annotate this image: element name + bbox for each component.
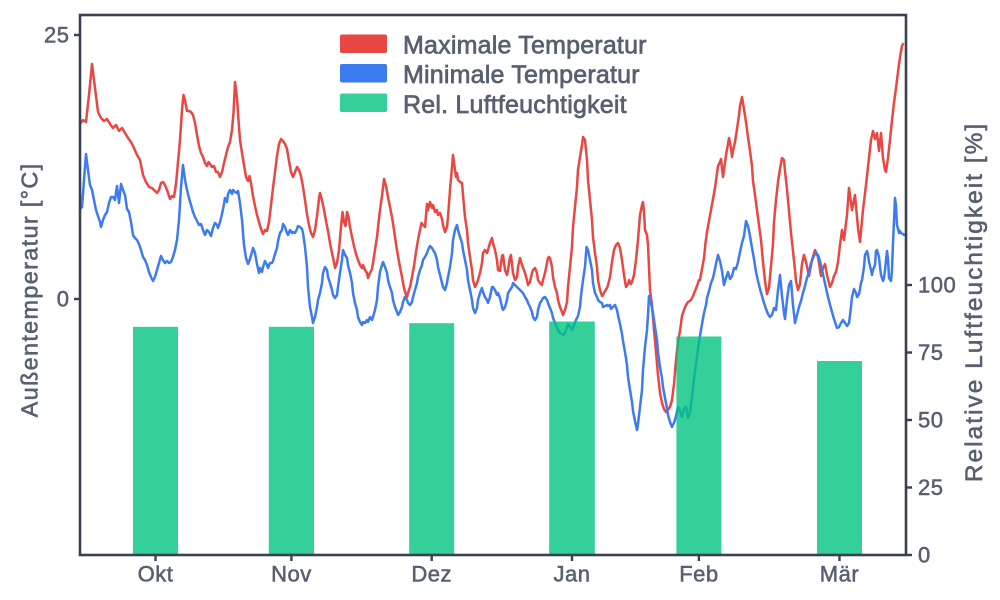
svg-text:Okt: Okt <box>138 562 174 587</box>
svg-text:Nov: Nov <box>271 562 312 587</box>
svg-text:Feb: Feb <box>679 562 718 587</box>
svg-text:0: 0 <box>918 543 931 568</box>
svg-text:25: 25 <box>44 23 69 48</box>
svg-text:Minimale Temperatur: Minimale Temperatur <box>403 61 640 89</box>
svg-text:25: 25 <box>918 475 943 500</box>
svg-text:Dez: Dez <box>411 562 452 587</box>
svg-text:Maximale Temperatur: Maximale Temperatur <box>403 31 647 59</box>
svg-text:Rel. Luftfeuchtigkeit: Rel. Luftfeuchtigkeit <box>403 91 627 119</box>
svg-text:50: 50 <box>918 408 943 433</box>
svg-text:Jan: Jan <box>554 562 591 587</box>
svg-text:Relative Luftfeuchtigkeit [%]: Relative Luftfeuchtigkeit [%] <box>961 122 988 482</box>
svg-text:75: 75 <box>918 340 943 365</box>
svg-text:0: 0 <box>57 287 70 312</box>
svg-text:Mär: Mär <box>820 562 859 587</box>
svg-text:Außentemperatur [°C]: Außentemperatur [°C] <box>17 163 43 418</box>
svg-text:100: 100 <box>918 273 956 298</box>
